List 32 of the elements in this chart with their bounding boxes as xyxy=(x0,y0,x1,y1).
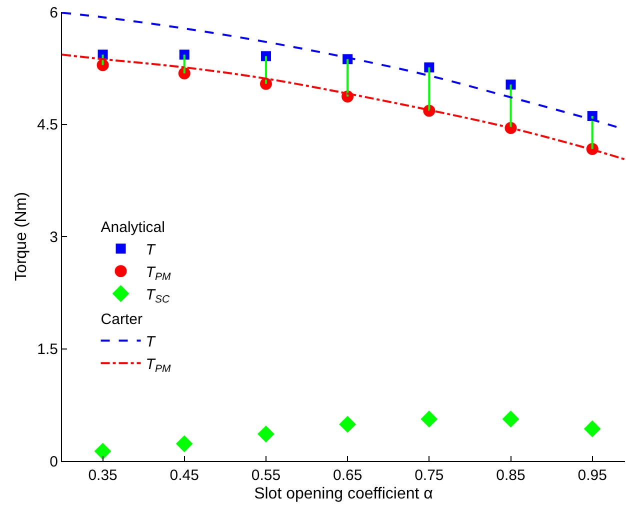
legend-label: T$_{PM}$ xyxy=(146,264,171,284)
point xyxy=(502,410,520,428)
legend-label: T xyxy=(146,333,157,350)
x-tick-label: 0.95 xyxy=(578,467,607,484)
y-tick-label: 3 xyxy=(50,228,58,246)
x-tick-label: 0.55 xyxy=(251,467,281,484)
x-tick-label: 0.75 xyxy=(414,467,444,484)
y-tick-label: 6 xyxy=(50,4,58,22)
x-tick-label: 0.45 xyxy=(170,467,199,484)
y-tick-label: 4.5 xyxy=(37,116,58,134)
x-tick-label: 0.85 xyxy=(496,467,526,484)
y-tick-label: 0 xyxy=(50,453,58,470)
x-axis-title: Slot opening coefficient α xyxy=(254,486,433,503)
legend-label: T$_{SC}$ xyxy=(146,286,170,306)
point xyxy=(506,80,516,90)
point xyxy=(260,51,271,62)
y-axis-title: Torque (Nm) xyxy=(13,192,30,281)
x-tick-label: 0.65 xyxy=(332,467,362,484)
point xyxy=(179,50,190,60)
text: Analytical xyxy=(100,218,165,236)
point xyxy=(94,442,112,460)
legend-label: T$_{PM}$ xyxy=(146,356,171,376)
point xyxy=(176,435,193,452)
point xyxy=(258,426,274,443)
legend-label: T xyxy=(146,241,157,258)
point xyxy=(424,62,434,72)
point xyxy=(584,420,601,438)
y-tick-label: 1.5 xyxy=(37,341,58,358)
point xyxy=(339,416,356,433)
point xyxy=(420,410,438,428)
x-tick-label: 0.35 xyxy=(88,467,118,484)
text: Carter xyxy=(100,310,142,328)
